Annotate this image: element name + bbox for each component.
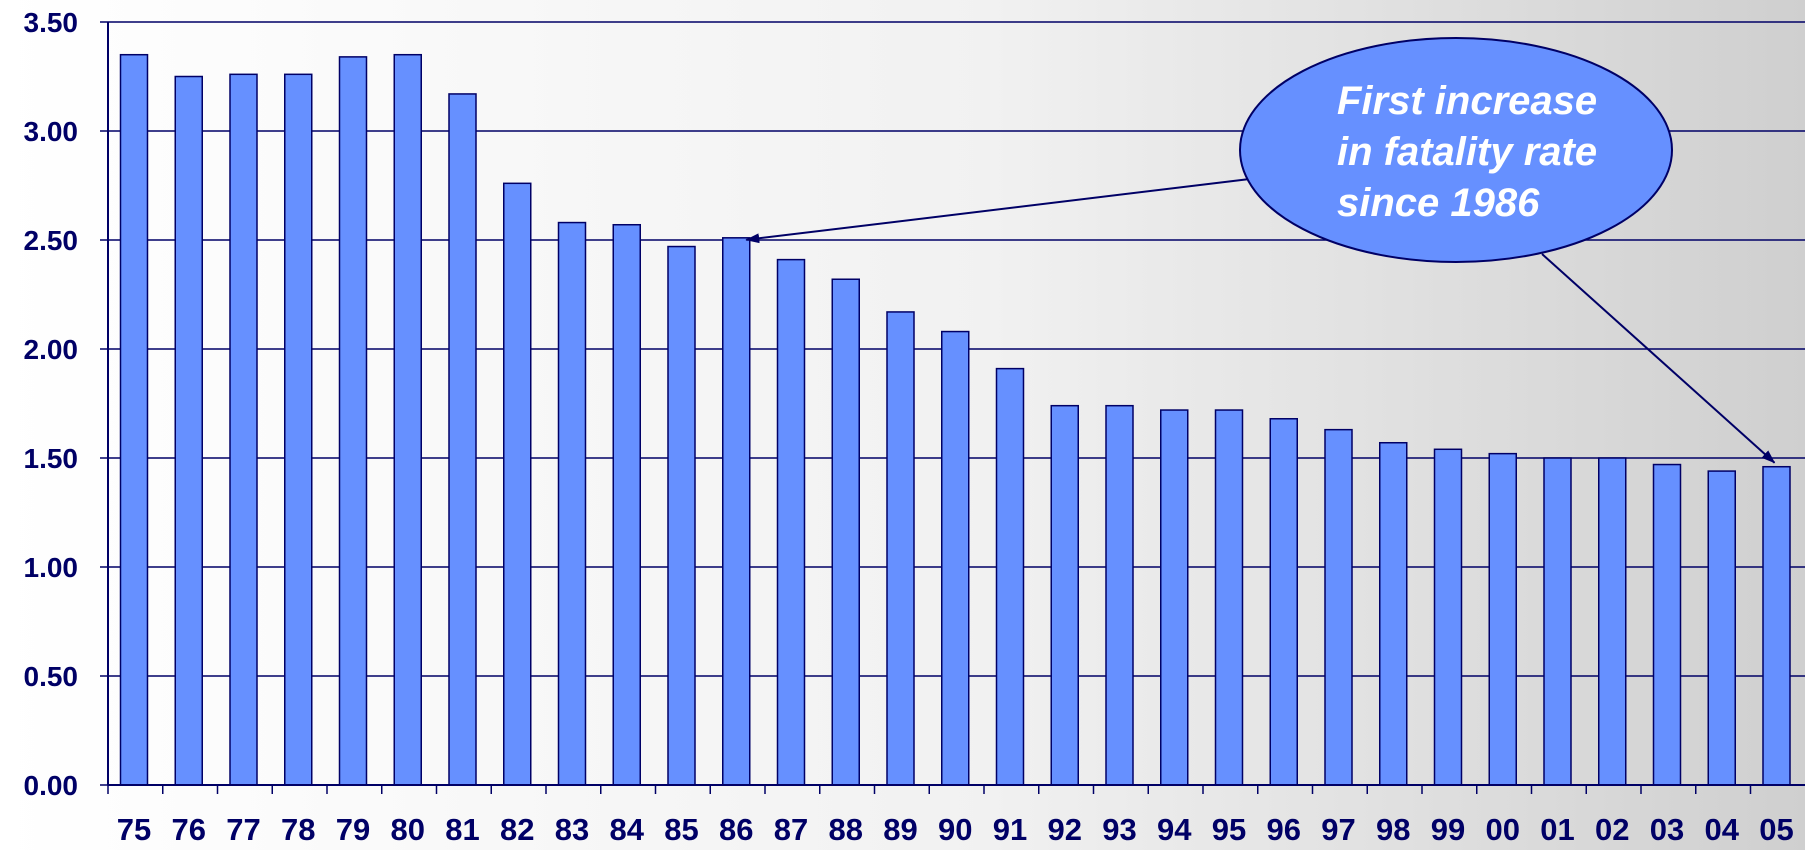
bar-77 <box>229 73 258 786</box>
bar-88 <box>831 278 860 786</box>
callout-arrow-to-05 <box>1541 253 1776 464</box>
x-tick-label: 95 <box>1212 812 1246 847</box>
bar-96 <box>1269 418 1298 786</box>
bar-81 <box>448 93 477 786</box>
callout-line-2: in fatality rate <box>1337 130 1597 174</box>
x-tick-label: 85 <box>664 812 698 847</box>
bar-02 <box>1598 457 1627 786</box>
axes <box>100 21 1805 794</box>
bar-01 <box>1543 457 1572 786</box>
bar-04 <box>1707 470 1736 786</box>
x-tick-label: 79 <box>336 812 370 847</box>
bar-80 <box>393 53 422 786</box>
x-tick-label: 90 <box>938 812 972 847</box>
bar-90 <box>941 330 970 786</box>
bar-95 <box>1214 409 1244 786</box>
bar-85 <box>667 245 696 786</box>
x-tick-label: 01 <box>1540 812 1574 847</box>
y-tick-label: 3.00 <box>24 116 79 147</box>
y-tick-label: 0.50 <box>24 661 79 692</box>
bar-94 <box>1160 409 1189 786</box>
x-tick-label: 86 <box>719 812 753 847</box>
callout-annotation: First increase in fatality rate since 19… <box>745 37 1776 464</box>
x-tick-labels: 75 76 77 78 79 80 81 82 83 84 85 86 87 88 89 90 91 92 93 94… <box>117 812 1794 847</box>
x-tick-label: 84 <box>610 812 645 847</box>
x-tick-label: 76 <box>172 812 206 847</box>
bar-82 <box>503 182 532 786</box>
x-tick-label: 88 <box>829 812 863 847</box>
x-tick-label: 75 <box>117 812 151 847</box>
bar-05 <box>1762 465 1791 786</box>
bar-89 <box>886 311 915 786</box>
x-tick-label: 94 <box>1157 812 1192 847</box>
x-tick-label: 00 <box>1486 812 1520 847</box>
y-tick-labels: 0.00 0.50 1.00 1.50 2.00 2.50 3.00 3.50 <box>24 7 79 801</box>
y-tick-label: 1.00 <box>24 552 79 583</box>
bars <box>119 53 1791 786</box>
y-tick-label: 2.00 <box>24 334 79 365</box>
x-tick-label: 04 <box>1705 812 1740 847</box>
bar-99 <box>1433 448 1463 786</box>
x-tick-label: 89 <box>883 812 917 847</box>
x-tick-label: 83 <box>555 812 589 847</box>
bar-78 <box>284 73 313 786</box>
x-tick-label: 92 <box>1048 812 1082 847</box>
bar-76 <box>174 75 203 786</box>
bar-91 <box>995 367 1025 786</box>
y-tick-label: 1.50 <box>24 443 79 474</box>
bar-98 <box>1379 441 1408 786</box>
bar-97 <box>1324 428 1353 786</box>
x-tick-label: 78 <box>281 812 315 847</box>
bar-92 <box>1050 404 1079 786</box>
x-tick-label: 82 <box>500 812 534 847</box>
bar-86 <box>722 237 751 786</box>
y-tick-label: 3.50 <box>24 7 79 38</box>
x-tick-label: 77 <box>226 812 260 847</box>
x-tick-label: 97 <box>1321 812 1355 847</box>
y-tick-label: 2.50 <box>24 225 79 256</box>
bar-79 <box>338 56 368 786</box>
bar-93 <box>1105 404 1134 786</box>
x-tick-label: 93 <box>1102 812 1136 847</box>
callout-line-3: since 1986 <box>1337 181 1540 225</box>
x-tick-label: 03 <box>1650 812 1684 847</box>
x-tick-label: 96 <box>1267 812 1301 847</box>
bar-84 <box>612 223 641 786</box>
bar-03 <box>1652 463 1682 786</box>
x-tick-label: 05 <box>1759 812 1793 847</box>
x-tick-label: 98 <box>1376 812 1410 847</box>
bar-75 <box>119 53 149 786</box>
callout-line-1: First increase <box>1337 79 1597 123</box>
x-tick-label: 87 <box>774 812 808 847</box>
x-tick-label: 81 <box>445 812 479 847</box>
bar-00 <box>1488 452 1517 786</box>
callout-arrow-to-86 <box>745 177 1259 244</box>
bar-83 <box>557 221 587 786</box>
x-tick-label: 99 <box>1431 812 1465 847</box>
bar-87 <box>776 258 806 786</box>
x-tick-label: 91 <box>993 812 1027 847</box>
x-tick-label: 80 <box>391 812 425 847</box>
y-tick-label: 0.00 <box>24 770 79 801</box>
x-tick-label: 02 <box>1595 812 1629 847</box>
callout-bubble <box>1239 37 1673 263</box>
